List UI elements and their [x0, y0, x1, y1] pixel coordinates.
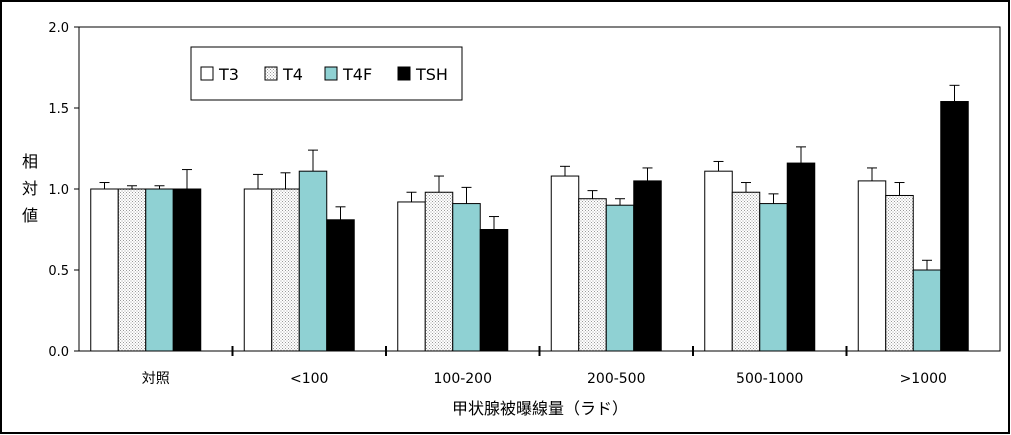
- legend-swatch-t4: [264, 66, 278, 81]
- bar-t3-0: [90, 188, 119, 352]
- bar-t4-5: [885, 194, 914, 352]
- y-axis-label-1: 相: [22, 152, 38, 171]
- legend-label-t4: T4: [282, 65, 303, 84]
- x-tick-label: 500-1000: [736, 371, 803, 387]
- y-axis-label-3: 値: [22, 206, 38, 225]
- bar-t3-1: [243, 188, 273, 352]
- y-axis: 0.0 0.5 1.0 1.5 2.0: [48, 21, 79, 360]
- bar-t4-1: [271, 188, 300, 352]
- x-axis-label: 甲状腺被曝線量（ラド）: [452, 399, 628, 418]
- error-bars: [99, 84, 960, 270]
- bar-t4f-3: [605, 204, 635, 352]
- x-tick-label: 200-500: [587, 371, 646, 387]
- legend-swatch-t3: [200, 66, 214, 81]
- bar-t4f-1: [298, 170, 328, 352]
- bar-tsh-2: [479, 229, 509, 352]
- bar-t4f-5: [912, 269, 942, 352]
- bar-tsh-1: [326, 219, 355, 352]
- bar-t3-4: [704, 170, 733, 352]
- bar-t4-2: [424, 191, 454, 352]
- bars: [90, 101, 969, 352]
- legend-label-t4f: T4F: [342, 65, 372, 84]
- bar-t3-2: [397, 201, 426, 352]
- bar-tsh-0: [172, 188, 202, 352]
- bar-t4f-2: [452, 203, 481, 352]
- bar-t3-3: [550, 175, 580, 352]
- x-tick-label: 対照: [142, 371, 170, 387]
- bar-t4-3: [578, 198, 607, 352]
- x-axis: 対照 <100 100-200 200-500 500-1000 >1000: [142, 346, 947, 387]
- bar-t3-5: [857, 180, 887, 352]
- y-tick-label: 2.0: [48, 21, 69, 36]
- y-tick-label: 0.0: [48, 345, 69, 360]
- y-tick-label: 1.0: [48, 183, 69, 198]
- x-tick-label: 100-200: [434, 371, 493, 387]
- legend-swatch-tsh: [397, 66, 411, 81]
- bar-t4-4: [731, 191, 761, 352]
- y-axis-label-2: 対: [22, 179, 38, 198]
- bar-tsh-3: [633, 180, 662, 352]
- bar-t4f-0: [145, 188, 174, 352]
- y-tick-label: 1.5: [48, 102, 69, 117]
- bar-tsh-5: [940, 101, 969, 352]
- x-tick-label: <100: [290, 371, 328, 387]
- legend: T3 T4 T4F TSH: [190, 46, 463, 101]
- legend-swatch-t4f: [324, 66, 338, 81]
- y-tick-label: 0.5: [48, 264, 69, 279]
- legend-label-t3: T3: [218, 65, 239, 84]
- bar-tsh-4: [786, 162, 816, 352]
- x-tick-label: >1000: [900, 371, 947, 387]
- legend-label-tsh: TSH: [415, 65, 448, 84]
- bar-t4f-4: [759, 203, 788, 352]
- bar-t4-0: [117, 188, 147, 352]
